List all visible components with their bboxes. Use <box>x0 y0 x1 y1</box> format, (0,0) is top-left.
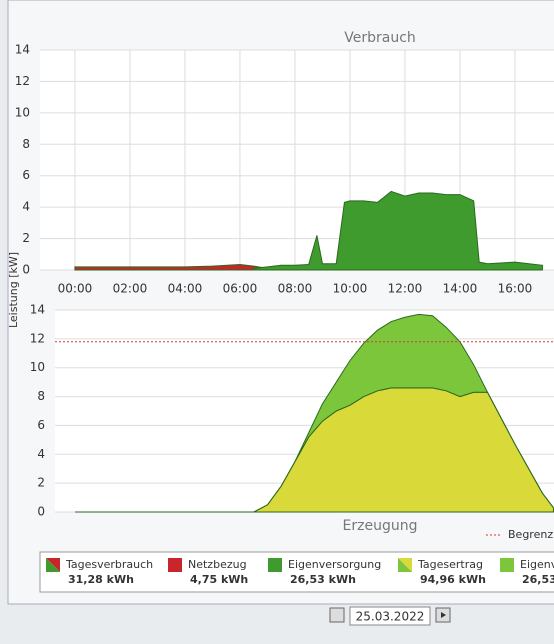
legend-value: 4,75 kWh <box>190 573 248 586</box>
legend-name: Netzbezug <box>188 558 247 571</box>
y-tick-label: 12 <box>30 331 45 345</box>
legend-swatch <box>398 558 412 572</box>
area <box>253 190 543 271</box>
x-tick-label: 10:00 <box>333 282 368 296</box>
legend-swatch <box>500 558 514 572</box>
chart-title: Erzeugung <box>343 518 418 534</box>
y-tick-label: 0 <box>22 263 30 277</box>
x-tick-label: 00:00 <box>58 282 93 296</box>
next-icon <box>441 612 446 618</box>
y-tick-label: 2 <box>22 231 30 245</box>
y-tick-label: 2 <box>37 476 45 490</box>
y-tick-label: 4 <box>22 200 30 214</box>
chart-title: Verbrauch <box>344 30 416 46</box>
x-tick-label: 02:00 <box>113 282 148 296</box>
y-tick-label: 14 <box>30 303 45 317</box>
legend <box>39 551 554 593</box>
y-tick-label: 10 <box>15 105 30 119</box>
legend-swatch <box>268 558 282 572</box>
legend-name: Tagesverbrauch <box>65 558 153 571</box>
x-tick-label: 14:00 <box>443 282 478 296</box>
prev-button[interactable] <box>329 607 345 623</box>
legend-value: 31,28 kWh <box>68 573 134 586</box>
limit-label: Begrenz <box>508 528 553 541</box>
legend-name: Eigenversorgung <box>288 558 381 571</box>
legend-value: 94,96 kWh <box>420 573 486 586</box>
y-tick-label: 8 <box>22 137 30 151</box>
legend-name: Eigenv <box>520 558 554 571</box>
legend-swatch <box>168 558 182 572</box>
x-tick-label: 16:00 <box>498 282 533 296</box>
y-tick-label: 6 <box>22 168 30 182</box>
x-tick-label: 12:00 <box>388 282 423 296</box>
x-tick-label: 08:00 <box>278 282 313 296</box>
y-tick-label: 8 <box>37 389 45 403</box>
x-tick-label: 04:00 <box>168 282 203 296</box>
legend-value: 26,53 kWh <box>290 573 356 586</box>
y-tick-label: 0 <box>37 505 45 519</box>
y-tick-label: 6 <box>37 418 45 432</box>
y-tick-label: 14 <box>15 43 30 57</box>
date-field[interactable] <box>349 606 431 626</box>
legend-name: Tagesertrag <box>417 558 483 571</box>
legend-swatch <box>46 558 60 572</box>
y-tick-label: 4 <box>37 447 45 461</box>
y-tick-label: 10 <box>30 360 45 374</box>
date: 25.03.2022 <box>356 610 425 624</box>
y-tick-label: 12 <box>15 74 30 88</box>
x-tick-label: 06:00 <box>223 282 258 296</box>
legend-value: 26,53 <box>522 573 554 586</box>
y-axis-label: Leistung [kW] <box>7 252 20 328</box>
area <box>75 313 554 513</box>
